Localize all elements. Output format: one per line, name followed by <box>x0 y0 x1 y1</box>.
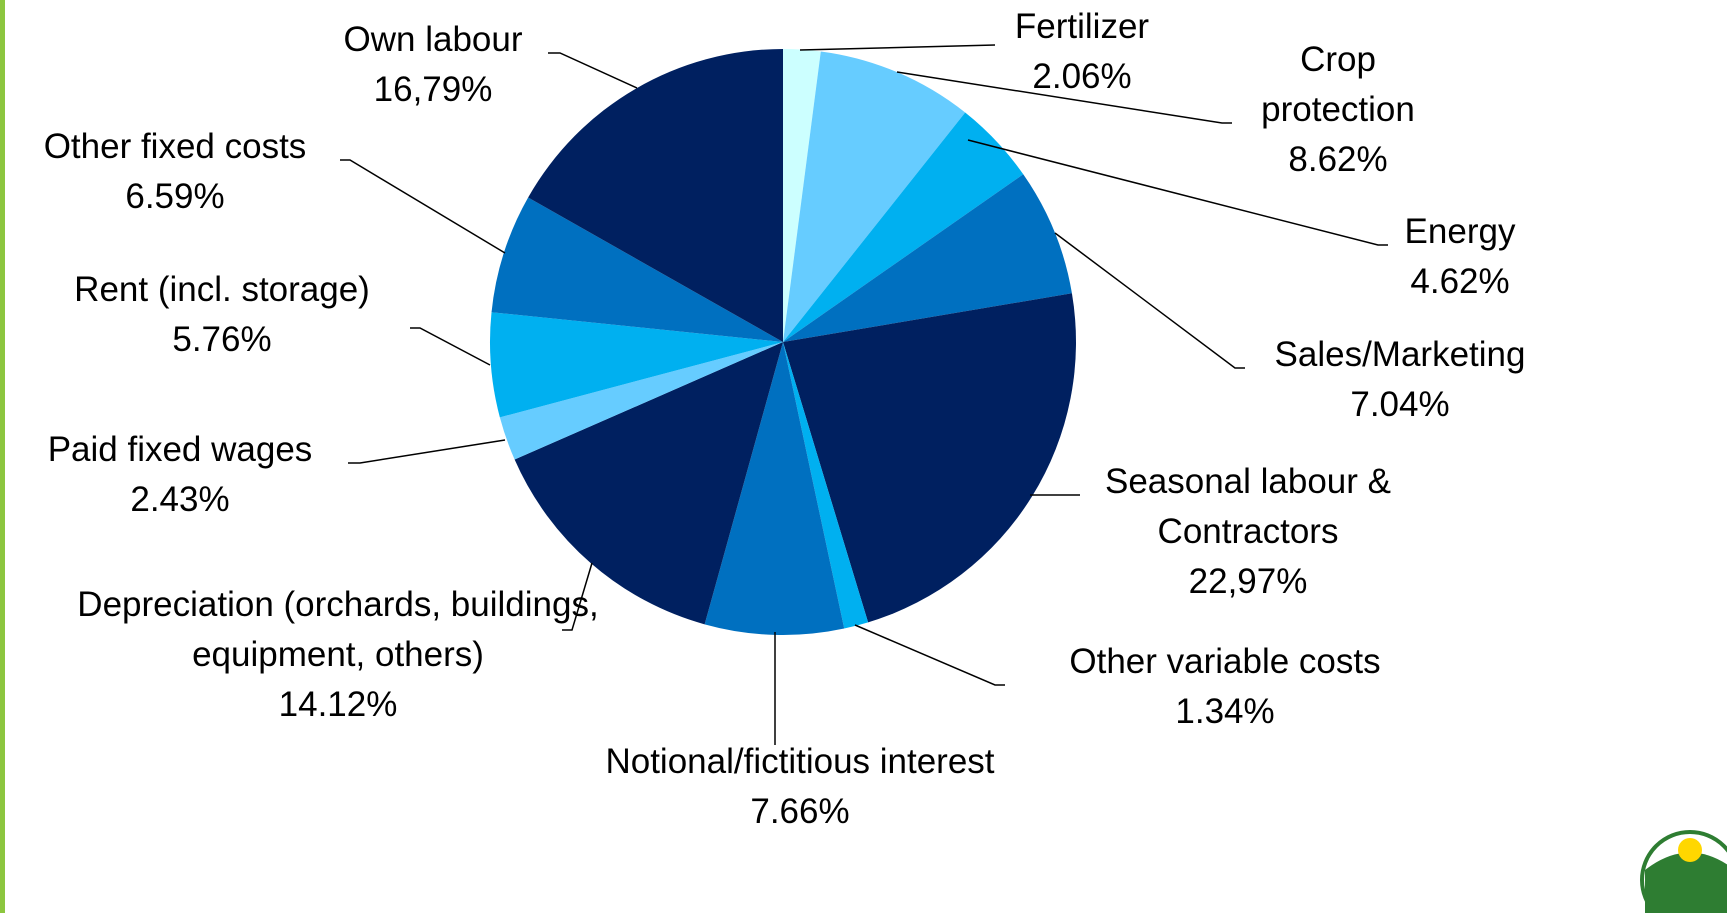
slice-label: Paid fixed wages 2.43% <box>48 425 313 525</box>
leader-line <box>410 327 491 366</box>
value-label: 16,79% <box>373 70 493 109</box>
category-name: Crop protection <box>1261 40 1415 129</box>
pie-slice <box>783 342 869 629</box>
value-label: 7.66% <box>750 792 850 831</box>
category-name: Depreciation (orchards, buildings, equip… <box>77 585 599 674</box>
category-name: Paid fixed wages <box>47 430 313 469</box>
pie-slice <box>490 312 783 418</box>
pie-slice <box>783 49 821 342</box>
category-name: Fertilizer <box>1014 7 1150 46</box>
leader-line <box>854 624 1005 686</box>
leader-line <box>896 71 1232 124</box>
category-name: Other fixed costs <box>43 127 307 166</box>
leader-line <box>1054 232 1245 369</box>
slice-label: Fertilizer 2.06% <box>1015 2 1149 102</box>
slice-label: Energy 4.62% <box>1405 207 1516 307</box>
pie-slice <box>704 342 845 635</box>
slice-label: Sales/Marketing 7.04% <box>1275 330 1526 430</box>
pie-slice <box>514 342 783 625</box>
category-name: Energy <box>1404 212 1516 251</box>
category-name: Own labour <box>343 20 523 59</box>
pie-slice <box>499 342 783 460</box>
pie-slice <box>783 112 1024 342</box>
category-name: Seasonal labour & Contractors <box>1104 462 1392 551</box>
leader-line <box>967 139 1388 246</box>
pie-slice <box>783 51 966 342</box>
leader-line <box>562 562 593 631</box>
value-label: 4.62% <box>1410 262 1510 301</box>
slice-label: Other variable costs 1.34% <box>1069 637 1380 737</box>
category-name: Notional/fictitious interest <box>605 742 995 781</box>
slice-label: Own labour 16,79% <box>344 15 523 115</box>
pie-slice <box>491 197 783 342</box>
pie-slice <box>783 174 1072 342</box>
category-name: Rent (incl. storage) <box>74 270 370 309</box>
logo <box>1640 830 1727 913</box>
category-name: Sales/Marketing <box>1274 335 1526 374</box>
value-label: 7.04% <box>1350 385 1450 424</box>
leader-line <box>548 52 638 89</box>
slice-label: Rent (incl. storage) 5.76% <box>74 265 370 365</box>
value-label: 8.62% <box>1288 140 1388 179</box>
slice-label: Notional/fictitious interest 7.66% <box>605 737 994 837</box>
slice-label: Depreciation (orchards, buildings, equip… <box>38 580 638 730</box>
pie-slice <box>783 293 1076 623</box>
pie-slice <box>528 49 783 342</box>
value-label: 1.34% <box>1175 692 1275 731</box>
value-label: 5.76% <box>172 320 272 359</box>
value-label: 2.43% <box>130 480 230 519</box>
value-label: 2.06% <box>1032 57 1132 96</box>
left-border <box>0 0 5 913</box>
value-label: 22,97% <box>1188 562 1308 601</box>
slice-label: Other fixed costs 6.59% <box>44 122 307 222</box>
slice-label: Crop protection 8.62% <box>1223 35 1453 185</box>
leader-line <box>348 439 506 464</box>
leader-line <box>799 44 996 51</box>
leader-line <box>340 159 506 254</box>
category-name: Other variable costs <box>1069 642 1381 681</box>
slice-label: Seasonal labour & Contractors 22,97% <box>1078 457 1418 607</box>
value-label: 6.59% <box>125 177 225 216</box>
value-label: 14.12% <box>278 685 398 724</box>
